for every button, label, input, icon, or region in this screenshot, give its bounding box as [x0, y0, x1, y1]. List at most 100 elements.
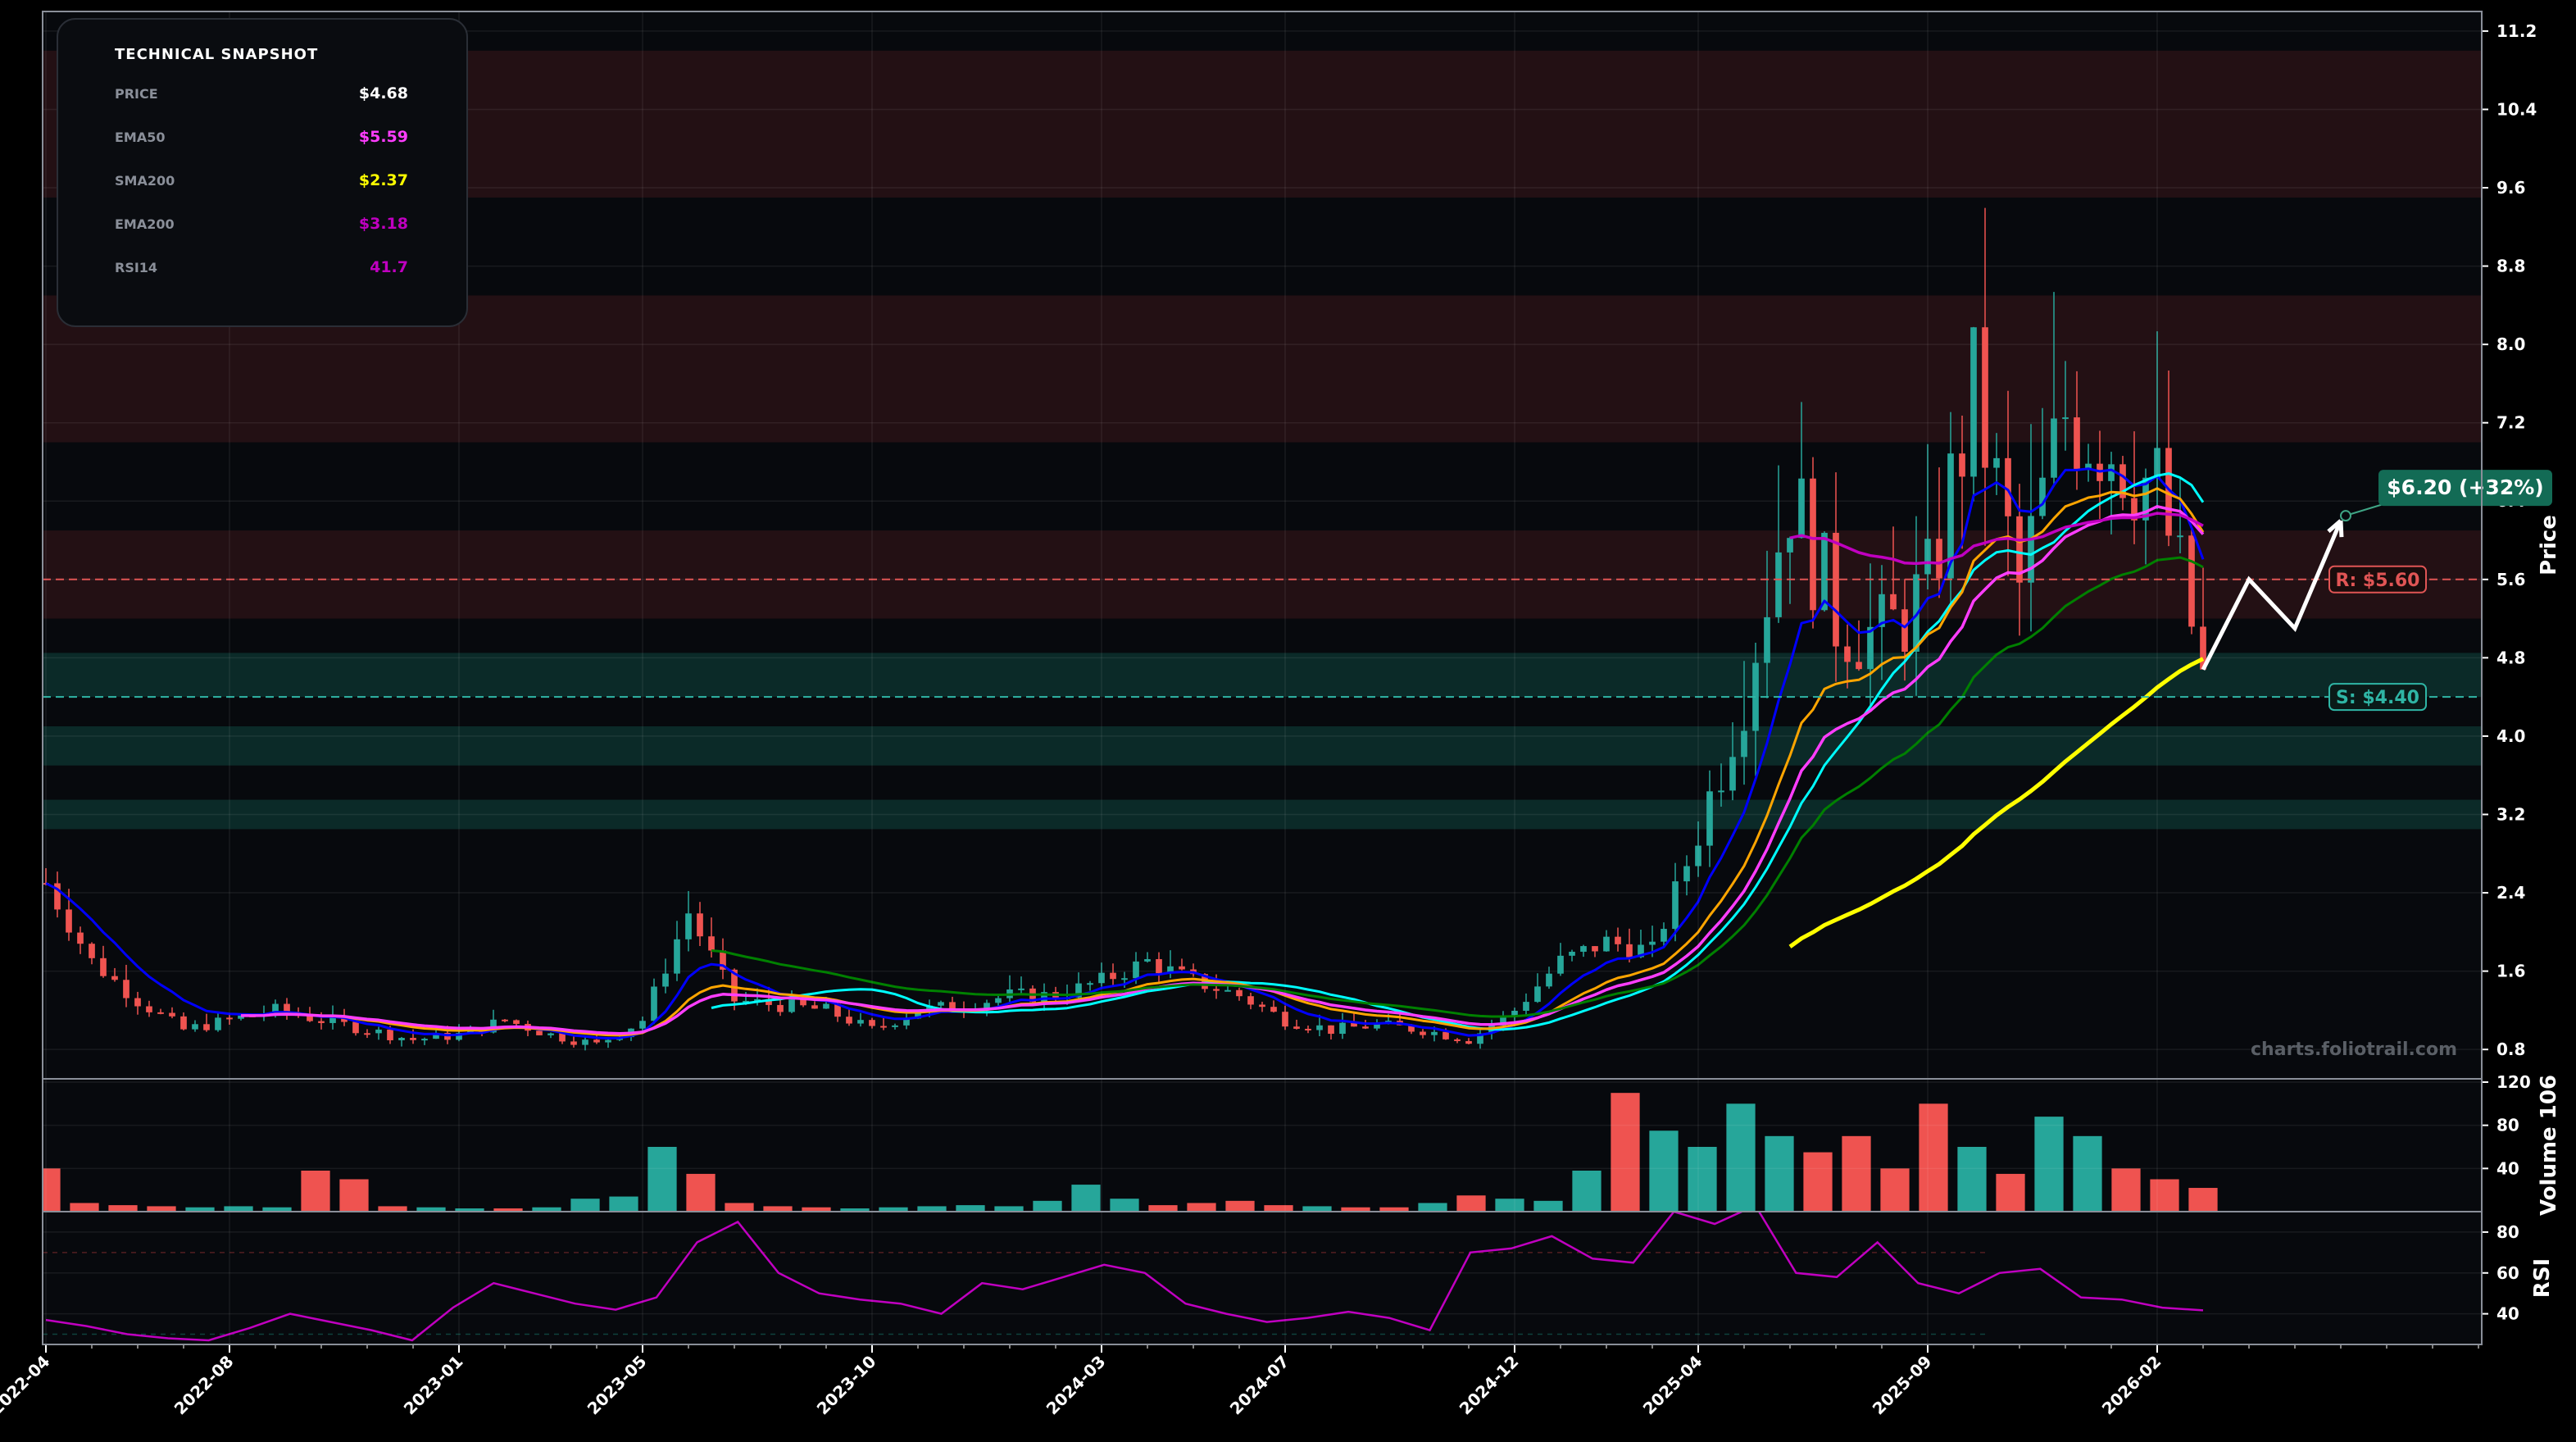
candle-body — [880, 1026, 887, 1028]
price-ytick-label: 10.4 — [2496, 99, 2537, 119]
rsi-panel-border — [42, 1211, 2483, 1345]
candle-body — [2051, 418, 2057, 478]
candle-body — [1970, 327, 1977, 477]
candle-body — [2062, 417, 2069, 420]
candle-body — [1202, 974, 1208, 989]
rsi-ytick-label: 80 — [2496, 1222, 2519, 1242]
candle-body — [433, 1032, 439, 1039]
candle-body — [685, 913, 692, 939]
xtick-label: 2023-05 — [584, 1352, 651, 1419]
candle-body — [938, 1002, 944, 1006]
candle-body — [502, 1019, 508, 1021]
candle-body — [720, 950, 726, 970]
resistance-label-text: R: $5.60 — [2336, 571, 2420, 591]
candle-body — [2028, 516, 2034, 583]
candle-body — [1511, 1010, 1518, 1016]
candle-body — [559, 1033, 566, 1042]
candle-body — [903, 1018, 910, 1026]
target-label-text: $6.20 (+32%) — [2387, 475, 2543, 499]
candle-body — [1339, 1022, 1346, 1035]
volume-bar — [147, 1206, 176, 1212]
resistance-label-box — [2328, 565, 2427, 594]
candle-body — [1833, 532, 1839, 647]
volume-bar — [1611, 1093, 1640, 1212]
candle-body — [1936, 539, 1942, 579]
rsi-ytick-label: 40 — [2496, 1304, 2519, 1324]
candle-body — [54, 883, 61, 910]
volume-bar — [301, 1170, 330, 1212]
candle-body — [180, 1016, 187, 1030]
candle-body — [1075, 983, 1082, 998]
candle-body — [226, 1017, 233, 1020]
target-label: $6.20 (+32%) — [2378, 470, 2552, 507]
candle-body — [1408, 1025, 1415, 1032]
candle-body — [1156, 958, 1162, 974]
candle-body — [2085, 463, 2092, 471]
candle-body — [536, 1030, 543, 1035]
support-label-text: S: $4.40 — [2336, 688, 2419, 708]
volume-layer — [43, 1081, 2482, 1212]
candle-body — [1431, 1031, 1438, 1035]
candle-body — [1374, 1023, 1380, 1029]
xtick-label: 2023-10 — [813, 1352, 880, 1419]
candle-body — [1087, 983, 1093, 985]
volume-bar — [1341, 1207, 1370, 1212]
volume-bar — [2034, 1117, 2064, 1212]
candle-body — [1442, 1031, 1449, 1039]
candle-body — [995, 998, 1002, 1003]
candle-body — [2165, 448, 2172, 536]
snapshot-value-rsi14: 41.7 — [370, 258, 408, 276]
candle-body — [203, 1024, 210, 1030]
rsi-line — [45, 1212, 2204, 1342]
rsi-axis-title: RSI — [2530, 1258, 2555, 1298]
candle-body — [307, 1016, 313, 1021]
volume-bar — [2188, 1188, 2218, 1212]
candle-body — [2131, 498, 2138, 521]
candle-body — [743, 1000, 749, 1003]
candle-body — [1810, 478, 1816, 611]
candle-body — [605, 1039, 611, 1043]
candle-body — [1098, 972, 1105, 984]
candle-body — [915, 1012, 921, 1019]
xtick-label: 2026-02 — [2098, 1352, 2165, 1419]
candle-body — [949, 1002, 956, 1011]
candle-body — [834, 1003, 841, 1017]
price-ytick-label: 11.2 — [2496, 21, 2537, 41]
volume-bar — [1803, 1152, 1833, 1212]
candle-body — [1890, 594, 1897, 610]
volume-bar — [1726, 1103, 1756, 1212]
candle-body — [1603, 936, 1610, 952]
candle-body — [570, 1041, 577, 1045]
sma200-line — [1788, 657, 2205, 948]
candle-body — [2177, 535, 2183, 538]
candle-body — [341, 1017, 348, 1022]
price-ytick-label: 5.6 — [2496, 570, 2525, 589]
candle-body — [421, 1039, 428, 1041]
snapshot-label-sma200: SMA200 — [115, 173, 175, 189]
volume-bar — [1071, 1185, 1101, 1212]
volume-bar — [1649, 1130, 1679, 1212]
candle-body — [662, 973, 669, 987]
candle-body — [1879, 594, 1885, 627]
candle-body — [375, 1029, 382, 1034]
candle-body — [2108, 464, 2115, 481]
candle-body — [1993, 457, 2000, 468]
candle-body — [708, 936, 715, 951]
candle-body — [2016, 516, 2023, 583]
candle-body — [1569, 951, 1575, 956]
volume-bar — [1110, 1199, 1139, 1212]
candle-body — [674, 939, 680, 974]
volume-bar — [1379, 1207, 1409, 1212]
volume-bar — [994, 1206, 1024, 1212]
price-ytick-label: 4.8 — [2496, 648, 2525, 667]
candle-body — [111, 976, 118, 980]
candle-body — [1305, 1028, 1311, 1030]
ema200-line — [1789, 512, 2204, 566]
ema-short-line — [45, 467, 2205, 1039]
technical-snapshot-panel: TECHNICAL SNAPSHOT PRICE $4.68 EMA50 $5.59 S… — [57, 18, 468, 327]
candle-body — [547, 1033, 554, 1035]
snapshot-label-ema50: EMA50 — [115, 130, 166, 145]
candle-body — [1270, 1007, 1277, 1012]
